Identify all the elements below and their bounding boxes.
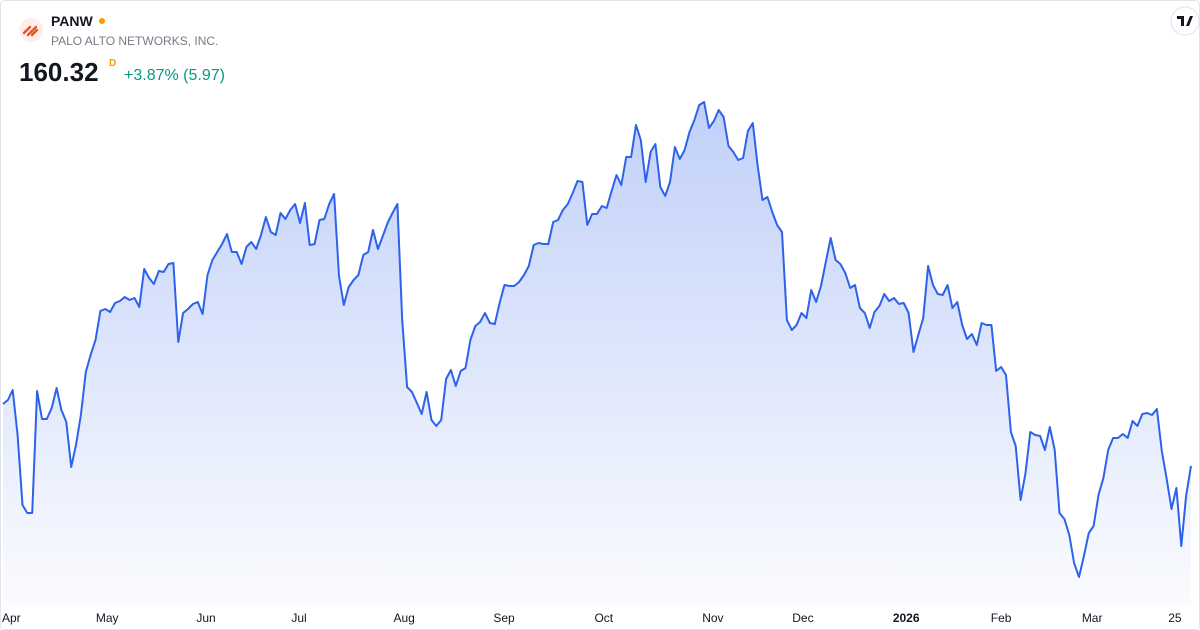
last-price: 160.32 (19, 57, 99, 87)
tradingview-logo[interactable] (1170, 6, 1200, 36)
x-tick-label: Apr (2, 611, 21, 625)
symbol: PANW (51, 13, 94, 29)
x-tick-label: Mar (1082, 611, 1103, 625)
x-tick-label: Nov (702, 611, 723, 625)
logo (19, 18, 43, 42)
area-fill (3, 102, 1191, 606)
market-status-dot (99, 18, 105, 24)
x-tick-label: Oct (594, 611, 613, 625)
x-tick-label: Dec (792, 611, 813, 625)
plot (2, 101, 1192, 606)
price-change: +3.87% (5.97) (124, 67, 225, 84)
x-axis: Apr May Jun Jul Aug Sep Oct Nov Dec 2026 Feb Mar 25 (2, 611, 1182, 625)
company-name: PALO ALTO NETWORKS, INC. (51, 34, 218, 48)
x-tick-label: 25 (1168, 611, 1182, 625)
x-tick-label: Feb (991, 611, 1012, 625)
x-tick-label: Sep (493, 611, 515, 625)
x-tick-label: 2026 (893, 611, 920, 625)
x-tick-label: Jul (291, 611, 306, 625)
x-tick-label: May (96, 611, 119, 625)
x-tick-label: Aug (394, 611, 415, 625)
price-line (2, 101, 1192, 578)
interval: D (109, 58, 116, 69)
x-tick-label: Jun (196, 611, 215, 625)
